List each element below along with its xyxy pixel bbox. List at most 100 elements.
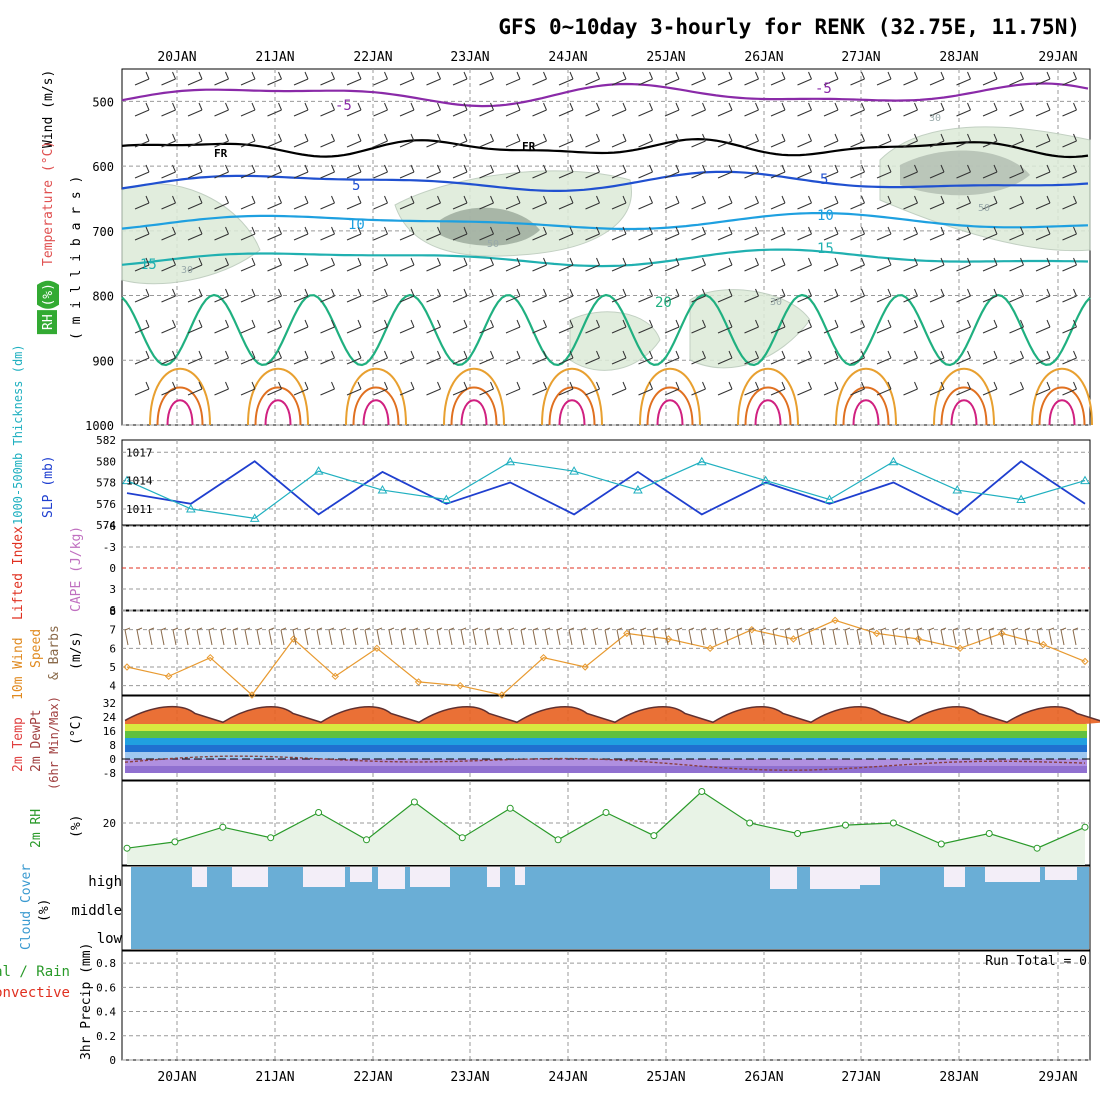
rh2m-point — [698, 788, 706, 795]
wind-speed-line — [126, 619, 1086, 696]
wind-barb — [675, 350, 680, 359]
wind-barb — [664, 233, 680, 241]
wind-barb — [426, 140, 441, 148]
wind-barb — [585, 202, 600, 210]
wind-barb — [929, 295, 945, 303]
wind-barb — [134, 264, 150, 272]
wind-barb — [823, 171, 839, 179]
wind-barb-10m — [256, 627, 263, 631]
wind-speed-point — [997, 629, 1006, 638]
wind-barb — [876, 295, 892, 303]
wind-barb — [410, 381, 415, 390]
wind-barb — [569, 350, 574, 359]
wind-barb — [426, 295, 441, 303]
rh2m-point — [985, 830, 993, 837]
wind-barb — [744, 295, 759, 303]
slp-label: SLP (mb) — [41, 455, 56, 518]
wind-barb — [834, 257, 839, 266]
wind-barb — [384, 71, 388, 80]
wind-barb — [463, 288, 468, 297]
wind-barb-10m — [796, 629, 801, 646]
wind-barb — [781, 226, 786, 235]
wind-barb — [638, 326, 653, 334]
wind-barb — [797, 233, 812, 241]
wind-barb — [744, 326, 759, 334]
wind-barb — [1035, 295, 1051, 303]
wind-barb — [278, 133, 282, 142]
wind-barb-10m — [160, 629, 165, 646]
wind-barb-10m — [568, 627, 575, 631]
wind-barb — [823, 264, 839, 272]
wind-barb — [187, 202, 203, 210]
series-marks — [122, 71, 1090, 852]
wind-barb — [728, 133, 733, 142]
wind-speed-point — [748, 625, 756, 634]
contour-label: 5 — [820, 172, 828, 188]
wind-barb — [755, 133, 759, 142]
wind-barb — [649, 257, 653, 266]
wind-barb — [993, 195, 998, 204]
wind-barb — [490, 71, 494, 80]
wind-barb — [887, 226, 892, 235]
wind-barb — [940, 71, 945, 80]
wind-barb — [914, 164, 918, 173]
wind-barb-10m — [784, 629, 789, 646]
wind-barb — [134, 326, 150, 334]
wind-barb-10m — [124, 627, 131, 631]
wind-barb — [516, 257, 521, 266]
wind-barb — [1046, 350, 1051, 359]
precip-label-3: 3hr Precip (mm) — [79, 943, 94, 1060]
wind-barb — [278, 102, 282, 111]
wind-barb — [755, 164, 759, 173]
wind-barb — [240, 295, 256, 303]
slp-point — [313, 466, 324, 475]
wind-barb — [1073, 226, 1077, 235]
wind-barb — [187, 357, 203, 365]
wind-barb-10m — [676, 629, 681, 646]
wind-barb — [834, 319, 839, 328]
wind-barb — [797, 388, 812, 396]
wind-barb — [993, 226, 998, 235]
wind-barb — [834, 350, 839, 359]
wind-barb — [585, 171, 600, 179]
wind-barb — [781, 381, 786, 390]
wind-barb — [1073, 257, 1077, 266]
wind-barb — [755, 102, 759, 111]
wind-barb — [956, 171, 971, 179]
wind-barb-10m — [376, 627, 383, 631]
wind-barb-10m — [640, 627, 647, 631]
wind-barb — [1020, 288, 1024, 297]
wind-barb-10m — [1072, 629, 1077, 646]
wind-barb — [903, 264, 918, 272]
wind-barb — [876, 109, 892, 117]
wind-barb-10m — [1060, 629, 1065, 646]
wind-barb — [331, 288, 335, 297]
temp-band — [125, 745, 1087, 752]
rh2m-point — [1081, 823, 1089, 831]
wind10m-label-2: Speed — [29, 629, 44, 668]
wind-barb — [214, 264, 229, 272]
wind-barb — [225, 226, 229, 235]
wind-barb — [569, 226, 574, 235]
wind-barb — [638, 295, 653, 303]
temp-contour — [835, 367, 897, 426]
wind-barb — [134, 171, 150, 179]
wind-barb — [744, 78, 759, 86]
wind-barb — [1073, 133, 1077, 142]
wind-barb-10m — [904, 629, 909, 646]
wind-speed-point — [581, 663, 589, 671]
wind-barb — [251, 226, 256, 235]
wind-barb — [543, 381, 547, 390]
slp-point — [888, 456, 899, 466]
wind-barb — [532, 233, 547, 241]
wind-barb-10m — [916, 627, 923, 631]
wind-barb — [887, 319, 892, 328]
cloud-gap — [487, 867, 500, 887]
temp2m-label-2: 2m DewPt — [29, 709, 44, 772]
wind-barb — [728, 319, 733, 328]
rh2m-point — [554, 836, 562, 844]
wind-barb-10m — [448, 629, 453, 646]
temp2m-tick-label: 0 — [109, 753, 116, 766]
wind-barb — [558, 357, 574, 365]
chart-title: GFS 0~10day 3-hourly for RENK (32.75E, 1… — [498, 15, 1080, 39]
